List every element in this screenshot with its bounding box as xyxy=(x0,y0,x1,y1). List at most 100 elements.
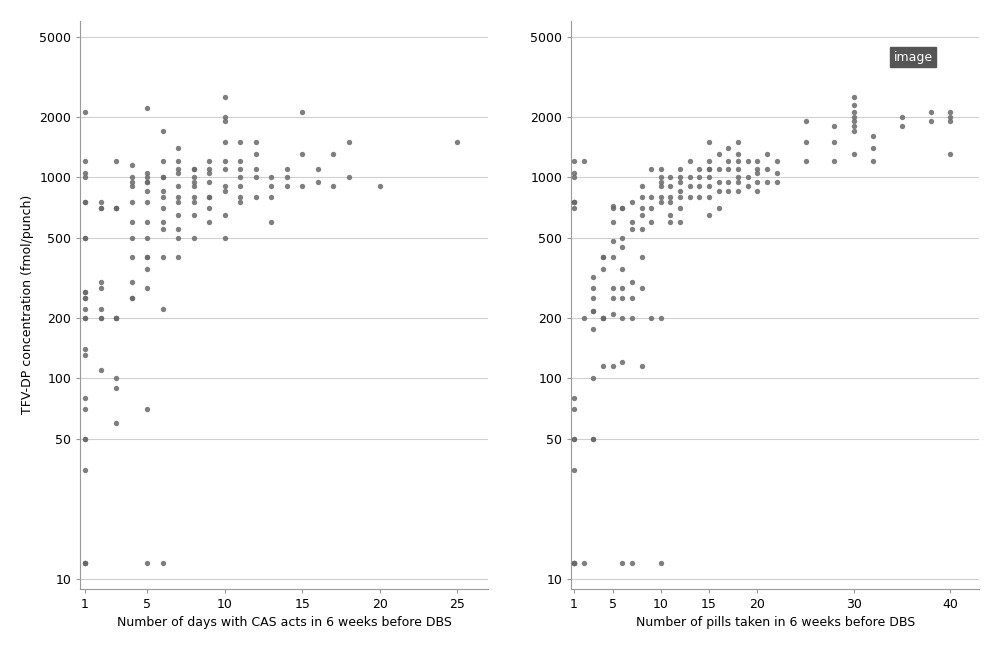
Point xyxy=(124,160,140,170)
Point xyxy=(217,116,233,127)
Point xyxy=(662,216,678,227)
Point xyxy=(108,373,124,384)
Point xyxy=(124,172,140,183)
Point xyxy=(605,252,621,263)
Point xyxy=(77,434,93,444)
Point xyxy=(93,283,109,294)
Point xyxy=(77,156,93,166)
Point xyxy=(77,344,93,354)
Point xyxy=(865,143,881,153)
Point xyxy=(614,293,630,304)
Point xyxy=(77,304,93,315)
Point xyxy=(566,404,582,415)
Point xyxy=(124,216,140,227)
Point xyxy=(232,172,248,183)
Point xyxy=(730,136,746,147)
Point xyxy=(108,156,124,166)
Point xyxy=(691,181,707,192)
Point xyxy=(740,181,756,192)
Point xyxy=(170,181,186,192)
Point xyxy=(595,252,611,263)
Point xyxy=(139,197,155,207)
Point xyxy=(624,313,640,323)
Point xyxy=(566,168,582,178)
Point xyxy=(77,313,93,323)
Point xyxy=(139,103,155,114)
Point xyxy=(720,177,736,187)
X-axis label: Number of pills taken in 6 weeks before DBS: Number of pills taken in 6 weeks before … xyxy=(636,616,915,629)
Point xyxy=(711,149,727,159)
Point xyxy=(139,233,155,243)
Point xyxy=(614,358,630,368)
Point xyxy=(186,197,202,207)
Point xyxy=(566,558,582,569)
Point xyxy=(923,116,939,127)
Point xyxy=(701,156,717,166)
Point xyxy=(566,434,582,444)
Point xyxy=(711,177,727,187)
Point xyxy=(449,136,465,147)
Point xyxy=(108,203,124,214)
X-axis label: Number of days with CAS acts in 6 weeks before DBS: Number of days with CAS acts in 6 weeks … xyxy=(117,616,452,629)
Point xyxy=(614,313,630,323)
Point xyxy=(643,216,659,227)
Point xyxy=(653,172,669,183)
Point xyxy=(201,168,217,178)
Point xyxy=(730,149,746,159)
Point xyxy=(310,164,326,174)
Point xyxy=(124,252,140,263)
Point xyxy=(798,156,814,166)
Point xyxy=(248,172,264,183)
Point xyxy=(93,313,109,323)
Point xyxy=(720,143,736,153)
Point xyxy=(643,313,659,323)
Point xyxy=(643,203,659,214)
Point xyxy=(232,192,248,202)
Point xyxy=(170,168,186,178)
Point xyxy=(201,192,217,202)
Point xyxy=(566,393,582,403)
Point xyxy=(576,558,592,569)
Point xyxy=(682,156,698,166)
Point xyxy=(614,264,630,274)
Point xyxy=(682,172,698,183)
Point xyxy=(605,203,621,214)
Point xyxy=(740,172,756,183)
Point xyxy=(585,373,601,384)
Point xyxy=(566,203,582,214)
Point xyxy=(77,350,93,361)
Point xyxy=(691,164,707,174)
Point xyxy=(614,283,630,294)
Point xyxy=(846,99,862,110)
Point xyxy=(201,156,217,166)
Point xyxy=(595,313,611,323)
Point xyxy=(624,224,640,235)
Point xyxy=(634,252,650,263)
Point xyxy=(691,192,707,202)
Point xyxy=(279,164,295,174)
Point xyxy=(170,143,186,153)
Point xyxy=(248,192,264,202)
Point xyxy=(77,293,93,304)
Point xyxy=(279,172,295,183)
Point xyxy=(170,233,186,243)
Point xyxy=(77,287,93,297)
Point xyxy=(170,192,186,202)
Point xyxy=(155,252,171,263)
Point xyxy=(217,92,233,103)
Point xyxy=(186,192,202,202)
Point xyxy=(186,172,202,183)
Point xyxy=(585,434,601,444)
Point xyxy=(186,233,202,243)
Point xyxy=(201,164,217,174)
Point xyxy=(826,156,842,166)
Point xyxy=(662,181,678,192)
Point xyxy=(77,393,93,403)
Point xyxy=(614,233,630,243)
Point xyxy=(749,187,765,197)
Point xyxy=(595,252,611,263)
Point xyxy=(77,197,93,207)
Point xyxy=(585,324,601,335)
Point xyxy=(614,558,630,569)
Point xyxy=(634,181,650,192)
